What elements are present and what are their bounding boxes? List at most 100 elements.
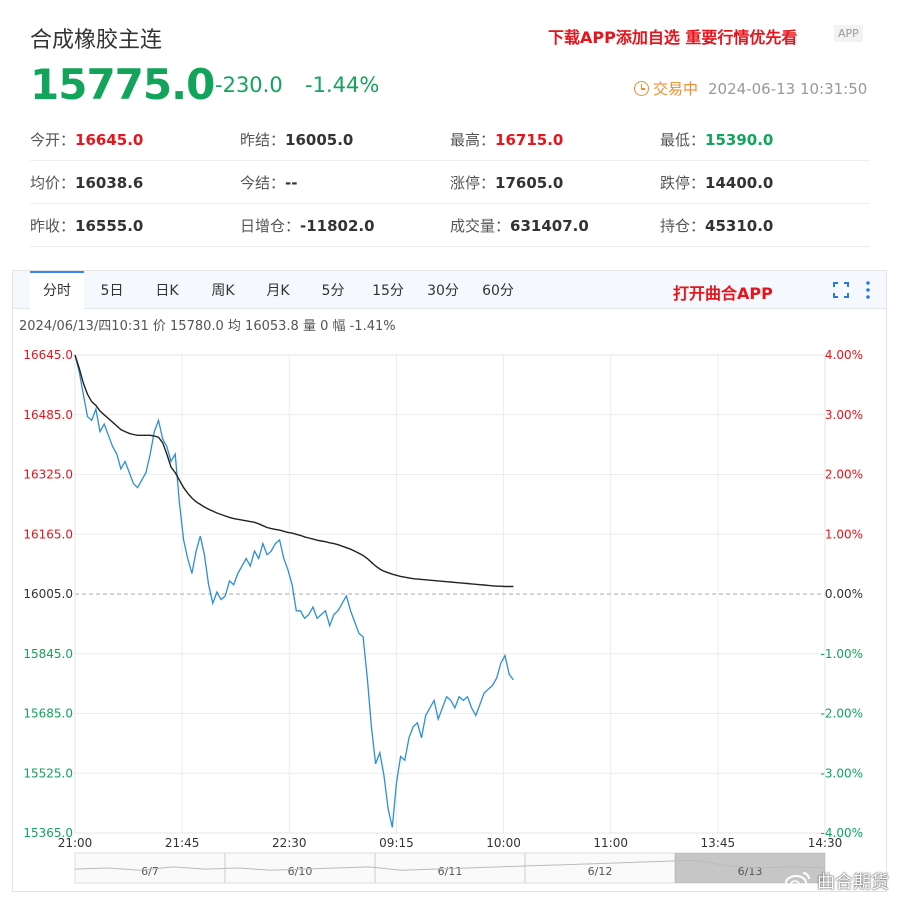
stat-value: -11802.0 [300, 216, 375, 235]
quote-datetime: 2024-06-13 10:31:50 [708, 79, 868, 98]
trading-status-text: 交易中 [653, 80, 699, 98]
stat-label: 今开： [30, 130, 76, 149]
x-tick-label: 09:15 [379, 836, 414, 850]
tab-60min[interactable]: 60分 [482, 283, 514, 299]
stat-volume: 成交量：631407.0 [450, 215, 660, 236]
stat-low: 最低：15390.0 [660, 129, 870, 150]
price-change: -230.0 [215, 73, 283, 97]
overview-date-label: 6/12 [588, 865, 613, 878]
stat-value: 631407.0 [510, 216, 589, 235]
contract-title: 合成橡胶主连 [30, 28, 163, 53]
stat-value: -- [285, 173, 298, 192]
y-tick-label: 15685.0 [23, 707, 73, 721]
chart-panel: 分时 5日 日K 周K 月K 5分 15分 30分 60分 打开曲合APP 20… [12, 270, 887, 892]
stats-row: 今开：16645.0 昨结：16005.0 最高：16715.0 最低：1539… [30, 118, 870, 161]
y-tick-label: 15365.0 [23, 826, 73, 840]
x-tick-label: 22:30 [272, 836, 307, 850]
stat-label: 最高： [450, 130, 496, 149]
watermark-text: 曲合期货 [817, 872, 889, 893]
overview-date-label: 6/7 [141, 865, 159, 878]
stat-label: 持仓： [660, 216, 706, 235]
weibo-icon [785, 872, 810, 891]
stat-value: 45310.0 [705, 216, 774, 235]
plot-area-border [74, 354, 826, 834]
x-tick-label: 21:45 [165, 836, 200, 850]
tab-intraday[interactable]: 分时 [30, 271, 84, 309]
stat-open: 今开：16645.0 [30, 129, 240, 150]
stat-value: 16645.0 [75, 130, 144, 149]
overview-date-label: 6/10 [288, 865, 313, 878]
stat-value: 15390.0 [705, 130, 774, 149]
stat-value: 17605.0 [495, 173, 564, 192]
stat-open-interest: 持仓：45310.0 [660, 215, 870, 236]
y-tick-label: 15525.0 [23, 766, 73, 780]
stat-limit-up: 涨停：17605.0 [450, 172, 660, 193]
stat-high: 最高：16715.0 [450, 129, 660, 150]
trading-status: 交易中 2024-06-13 10:31:50 [634, 78, 867, 99]
open-app-button[interactable]: 打开曲合APP [673, 284, 773, 303]
y-tick-label-percent: 4.00% [825, 348, 863, 362]
tab-5day[interactable]: 5日 [100, 283, 124, 299]
overview-trend-line [74, 859, 826, 871]
stat-prev-settle: 昨结：16005.0 [240, 129, 450, 150]
average-series-line [74, 354, 514, 588]
y-tick-label-percent: -4.00% [821, 826, 863, 840]
x-tick-label: 11:00 [593, 836, 628, 850]
y-tick-label-percent: 0.00% [825, 587, 863, 601]
stats-row: 均价：16038.6 今结：-- 涨停：17605.0 跌停：14400.0 [30, 161, 870, 204]
more-vertical-icon[interactable] [866, 280, 870, 300]
stat-value: 14400.0 [705, 173, 774, 192]
price-series-line [74, 354, 514, 828]
price-change-percent: -1.44% [305, 73, 380, 97]
stat-label: 涨停： [450, 173, 496, 192]
stat-label: 昨结： [240, 130, 286, 149]
y-tick-label: 16645.0 [23, 348, 73, 362]
tab-daily-k[interactable]: 日K [155, 283, 179, 299]
y-tick-label-percent: -3.00% [821, 766, 863, 780]
stat-label: 今结： [240, 173, 286, 192]
stat-value: 16715.0 [495, 130, 564, 149]
y-tick-label: 16325.0 [23, 468, 73, 482]
clock-icon [634, 81, 649, 96]
stat-prev-close: 昨收：16555.0 [30, 215, 240, 236]
stat-oi-change: 日增仓：-11802.0 [240, 215, 450, 236]
y-tick-label-percent: 2.00% [825, 468, 863, 482]
overview-date-label: 6/11 [438, 865, 463, 878]
y-tick-label-percent: 1.00% [825, 527, 863, 541]
stat-label: 最低： [660, 130, 706, 149]
stat-label: 跌停： [660, 173, 706, 192]
stat-value: 16005.0 [285, 130, 354, 149]
y-tick-label-percent: 3.00% [825, 408, 863, 422]
tab-15min[interactable]: 15分 [372, 283, 404, 299]
y-tick-label-percent: -1.00% [821, 647, 863, 661]
stat-limit-down: 跌停：14400.0 [660, 172, 870, 193]
stat-label: 日增仓： [240, 216, 301, 235]
tab-monthly-k[interactable]: 月K [266, 283, 290, 299]
fullscreen-icon[interactable] [833, 282, 849, 298]
stat-label: 昨收： [30, 216, 76, 235]
y-tick-label: 15845.0 [23, 647, 73, 661]
crosshair-info-line: 2024/06/13/四10:31 价 15780.0 均 16053.8 量 … [19, 319, 396, 334]
stat-label: 成交量： [450, 216, 511, 235]
watermark: 曲合期货 [785, 868, 889, 894]
stat-value: 16038.6 [75, 173, 144, 192]
intraday-chart[interactable]: 16645.0 4.00% 16485.0 3.00% 16325.0 2.00% 1616… [13, 333, 888, 893]
y-tick-label-percent: -2.00% [821, 707, 863, 721]
stat-label: 均价： [30, 173, 76, 192]
last-price: 15775.0 [30, 60, 215, 109]
overview-selected-window [675, 853, 825, 883]
y-tick-label: 16005.0 [23, 587, 73, 601]
chart-period-tabs: 分时 5日 日K 周K 月K 5分 15分 30分 60分 打开曲合APP [13, 271, 886, 309]
stat-avg: 均价：16038.6 [30, 172, 240, 193]
app-badge[interactable]: APP [834, 25, 863, 42]
x-tick-label: 13:45 [701, 836, 736, 850]
x-tick-label: 14:30 [808, 836, 843, 850]
y-tick-label: 16165.0 [23, 527, 73, 541]
tab-5min[interactable]: 5分 [321, 283, 345, 299]
download-app-promo-link[interactable]: 下载APP添加自选 重要行情优先看 [548, 28, 798, 47]
x-tick-label: 10:00 [486, 836, 521, 850]
tab-weekly-k[interactable]: 周K [211, 283, 235, 299]
tab-30min[interactable]: 30分 [427, 283, 459, 299]
quote-stats-table: 今开：16645.0 昨结：16005.0 最高：16715.0 最低：1539… [30, 118, 870, 247]
y-tick-label: 16485.0 [23, 408, 73, 422]
